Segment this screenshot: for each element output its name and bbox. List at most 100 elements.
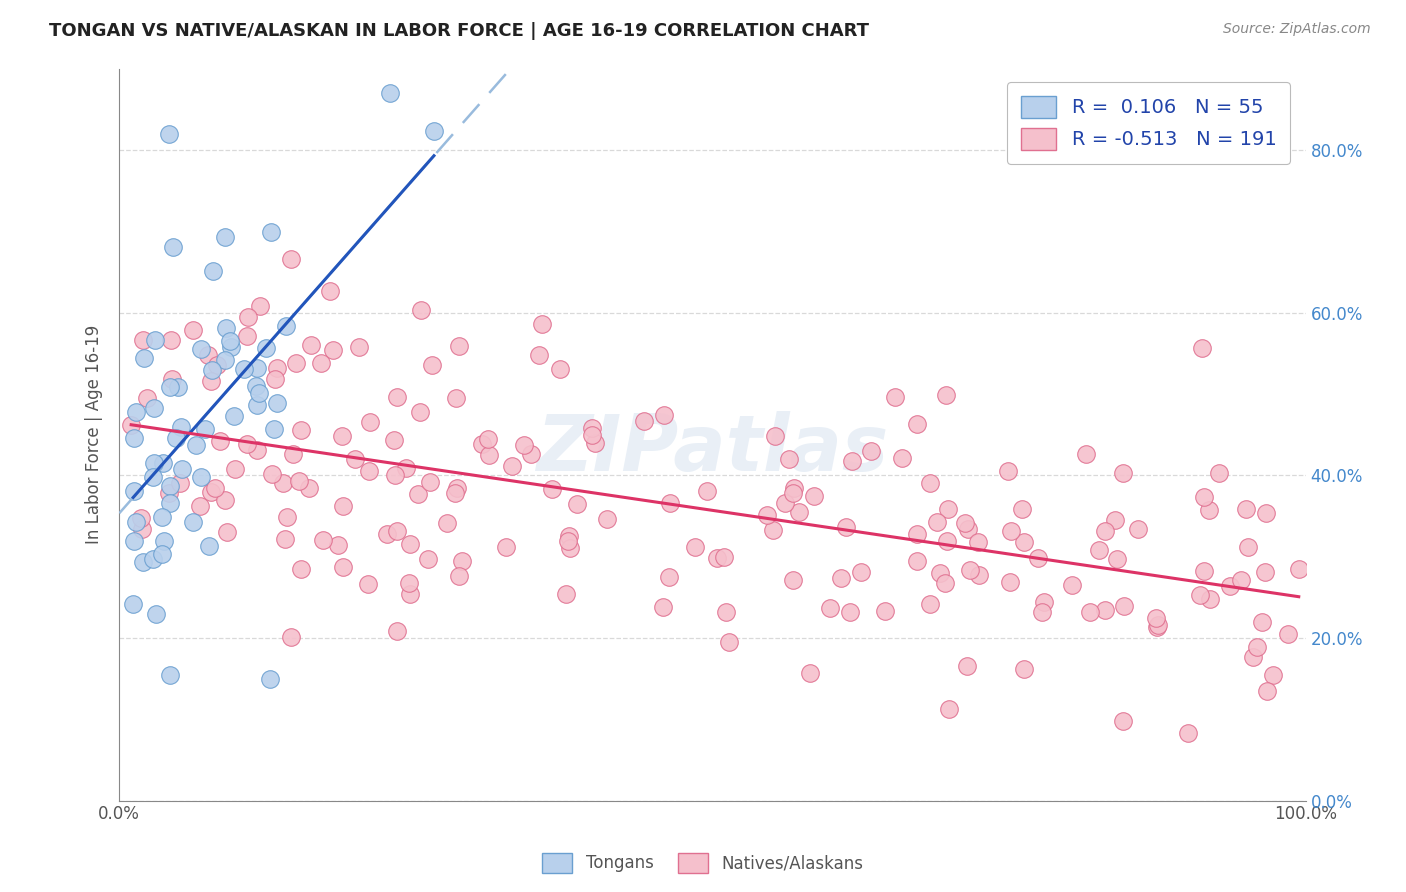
Point bbox=[181, 323, 204, 337]
Point bbox=[1014, 535, 1036, 549]
Point bbox=[1088, 543, 1111, 558]
Point bbox=[124, 405, 146, 419]
Point bbox=[1241, 650, 1264, 665]
Point bbox=[1011, 502, 1033, 516]
Point bbox=[1234, 502, 1257, 516]
Point bbox=[446, 482, 468, 496]
Point bbox=[157, 486, 180, 500]
Point bbox=[529, 348, 551, 362]
Point bbox=[918, 475, 941, 490]
Point bbox=[214, 493, 236, 508]
Point bbox=[820, 601, 842, 615]
Point bbox=[444, 486, 467, 500]
Point bbox=[263, 422, 285, 436]
Point bbox=[170, 462, 193, 476]
Point bbox=[214, 229, 236, 244]
Point bbox=[162, 240, 184, 254]
Point bbox=[135, 391, 157, 405]
Point bbox=[1277, 627, 1299, 641]
Point bbox=[215, 320, 238, 334]
Point bbox=[224, 409, 246, 423]
Point bbox=[209, 434, 232, 449]
Point bbox=[399, 536, 422, 550]
Point bbox=[332, 499, 354, 513]
Point bbox=[967, 568, 990, 582]
Point bbox=[236, 328, 259, 343]
Point bbox=[560, 541, 582, 555]
Point bbox=[859, 444, 882, 458]
Point bbox=[254, 341, 277, 355]
Point bbox=[423, 124, 446, 138]
Point bbox=[214, 353, 236, 368]
Point bbox=[131, 522, 153, 536]
Point bbox=[873, 604, 896, 618]
Point bbox=[419, 475, 441, 489]
Point bbox=[165, 431, 187, 445]
Point bbox=[565, 497, 588, 511]
Point bbox=[169, 476, 191, 491]
Point bbox=[200, 485, 222, 500]
Point bbox=[263, 371, 285, 385]
Point bbox=[330, 429, 353, 443]
Point bbox=[471, 437, 494, 451]
Point bbox=[925, 516, 948, 530]
Point bbox=[159, 478, 181, 492]
Legend: Tongans, Natives/Alaskans: Tongans, Natives/Alaskans bbox=[536, 847, 870, 880]
Point bbox=[787, 505, 810, 519]
Point bbox=[194, 422, 217, 436]
Point bbox=[398, 575, 420, 590]
Point bbox=[1078, 605, 1101, 619]
Point bbox=[312, 533, 335, 548]
Point bbox=[935, 388, 957, 402]
Point bbox=[406, 486, 429, 500]
Point bbox=[122, 431, 145, 445]
Point bbox=[763, 429, 786, 443]
Point bbox=[1126, 522, 1149, 536]
Point bbox=[1256, 684, 1278, 698]
Point bbox=[1107, 552, 1129, 566]
Point bbox=[1219, 579, 1241, 593]
Point bbox=[782, 485, 804, 500]
Point bbox=[181, 516, 204, 530]
Point bbox=[280, 630, 302, 644]
Point bbox=[803, 489, 825, 503]
Point bbox=[1112, 466, 1135, 480]
Point bbox=[782, 573, 804, 587]
Point bbox=[131, 333, 153, 347]
Point bbox=[683, 540, 706, 554]
Point bbox=[273, 532, 295, 546]
Point bbox=[1033, 595, 1056, 609]
Point bbox=[554, 587, 576, 601]
Point bbox=[394, 460, 416, 475]
Point bbox=[159, 496, 181, 510]
Point bbox=[953, 516, 976, 530]
Point bbox=[190, 342, 212, 356]
Point bbox=[905, 554, 928, 568]
Point bbox=[905, 526, 928, 541]
Point bbox=[384, 468, 406, 483]
Point bbox=[696, 484, 718, 499]
Point bbox=[1192, 564, 1215, 578]
Point bbox=[447, 569, 470, 583]
Point bbox=[280, 252, 302, 267]
Y-axis label: In Labor Force | Age 16-19: In Labor Force | Age 16-19 bbox=[86, 325, 103, 544]
Point bbox=[375, 527, 398, 541]
Point bbox=[581, 428, 603, 442]
Point bbox=[378, 86, 401, 100]
Point bbox=[891, 450, 914, 465]
Point bbox=[247, 385, 270, 400]
Point bbox=[935, 533, 957, 548]
Point bbox=[162, 372, 184, 386]
Point bbox=[205, 358, 228, 372]
Point bbox=[298, 481, 321, 495]
Point bbox=[436, 516, 458, 530]
Point bbox=[778, 451, 800, 466]
Point bbox=[718, 635, 741, 649]
Point bbox=[1192, 490, 1215, 504]
Text: TONGAN VS NATIVE/ALASKAN IN LABOR FORCE | AGE 16-19 CORRELATION CHART: TONGAN VS NATIVE/ALASKAN IN LABOR FORCE … bbox=[49, 22, 869, 40]
Point bbox=[956, 522, 979, 536]
Point bbox=[762, 524, 785, 538]
Point bbox=[184, 438, 207, 452]
Point bbox=[266, 396, 288, 410]
Point bbox=[197, 539, 219, 553]
